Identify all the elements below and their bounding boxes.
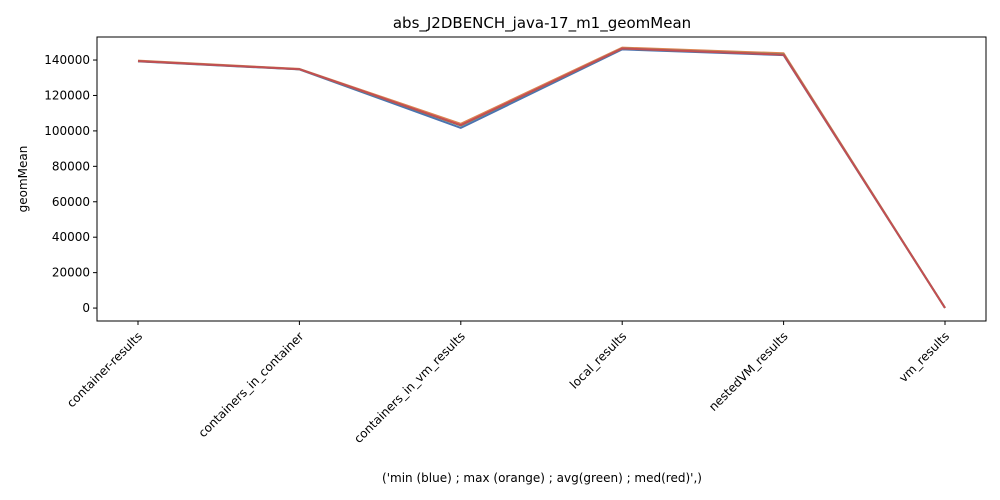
y-tick-label: 140000 <box>44 53 90 67</box>
series-line-0 <box>137 48 946 309</box>
y-tick-label: 20000 <box>52 266 90 280</box>
series-group <box>137 46 946 309</box>
y-tick-label: 100000 <box>44 124 90 138</box>
x-tick-label: containers_in_vm_results <box>351 329 468 446</box>
x-tick-label: containers_in_container <box>196 329 307 440</box>
x-tick-label: nestedVM_results <box>706 329 791 414</box>
y-tick-label: 0 <box>82 301 90 315</box>
x-axis: container-results containers_in_container… <box>64 321 952 446</box>
series-line-3 <box>137 47 946 309</box>
y-tick-label: 120000 <box>44 88 90 102</box>
x-tick-label: container-results <box>64 329 145 410</box>
y-tick-label: 40000 <box>52 230 90 244</box>
x-axis-label: ('min (blue) ; max (orange) ; avg(green)… <box>382 471 702 485</box>
chart-title: abs_J2DBENCH_java-17_m1_geomMean <box>393 14 691 33</box>
y-tick-label: 80000 <box>52 159 90 173</box>
y-axis-label: geomMean <box>16 146 30 213</box>
y-axis: 0 20000 40000 60000 80000 100000 120000 140000 <box>44 53 97 315</box>
x-tick-label: local_results <box>567 329 629 391</box>
y-tick-label: 60000 <box>52 195 90 209</box>
x-tick-label: vm_results <box>896 329 952 385</box>
plot-area <box>96 36 987 322</box>
